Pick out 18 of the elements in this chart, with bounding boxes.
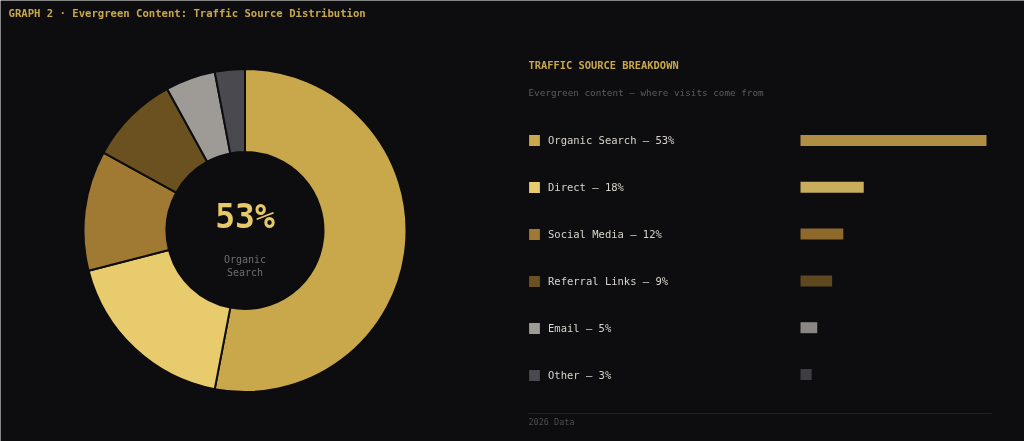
bar bbox=[800, 322, 818, 334]
bar bbox=[800, 275, 833, 287]
legend-label: Other — 3% bbox=[548, 368, 612, 383]
bar bbox=[800, 135, 987, 146]
bar bbox=[800, 228, 844, 240]
bar bbox=[800, 369, 812, 380]
legend-title: TRAFFIC SOURCE BREAKDOWN bbox=[528, 58, 679, 71]
text: Organic Search bbox=[223, 253, 267, 279]
text: 53% bbox=[215, 197, 275, 236]
legend-label: Organic Search — 53% bbox=[548, 133, 675, 148]
text: Evergreen content — where visits come from bbox=[528, 87, 764, 98]
text: 2026 Data bbox=[528, 416, 575, 427]
legend-label: Referral Links — 9% bbox=[548, 274, 669, 289]
legend-label: Direct — 18% bbox=[548, 180, 624, 195]
legend-label: Social Media — 12% bbox=[548, 227, 662, 242]
bar bbox=[800, 181, 864, 193]
legend-label: Email — 5% bbox=[548, 321, 612, 336]
chart-title: GRAPH 2 · Evergreen Content: Traffic Source Distribution bbox=[8, 7, 366, 19]
